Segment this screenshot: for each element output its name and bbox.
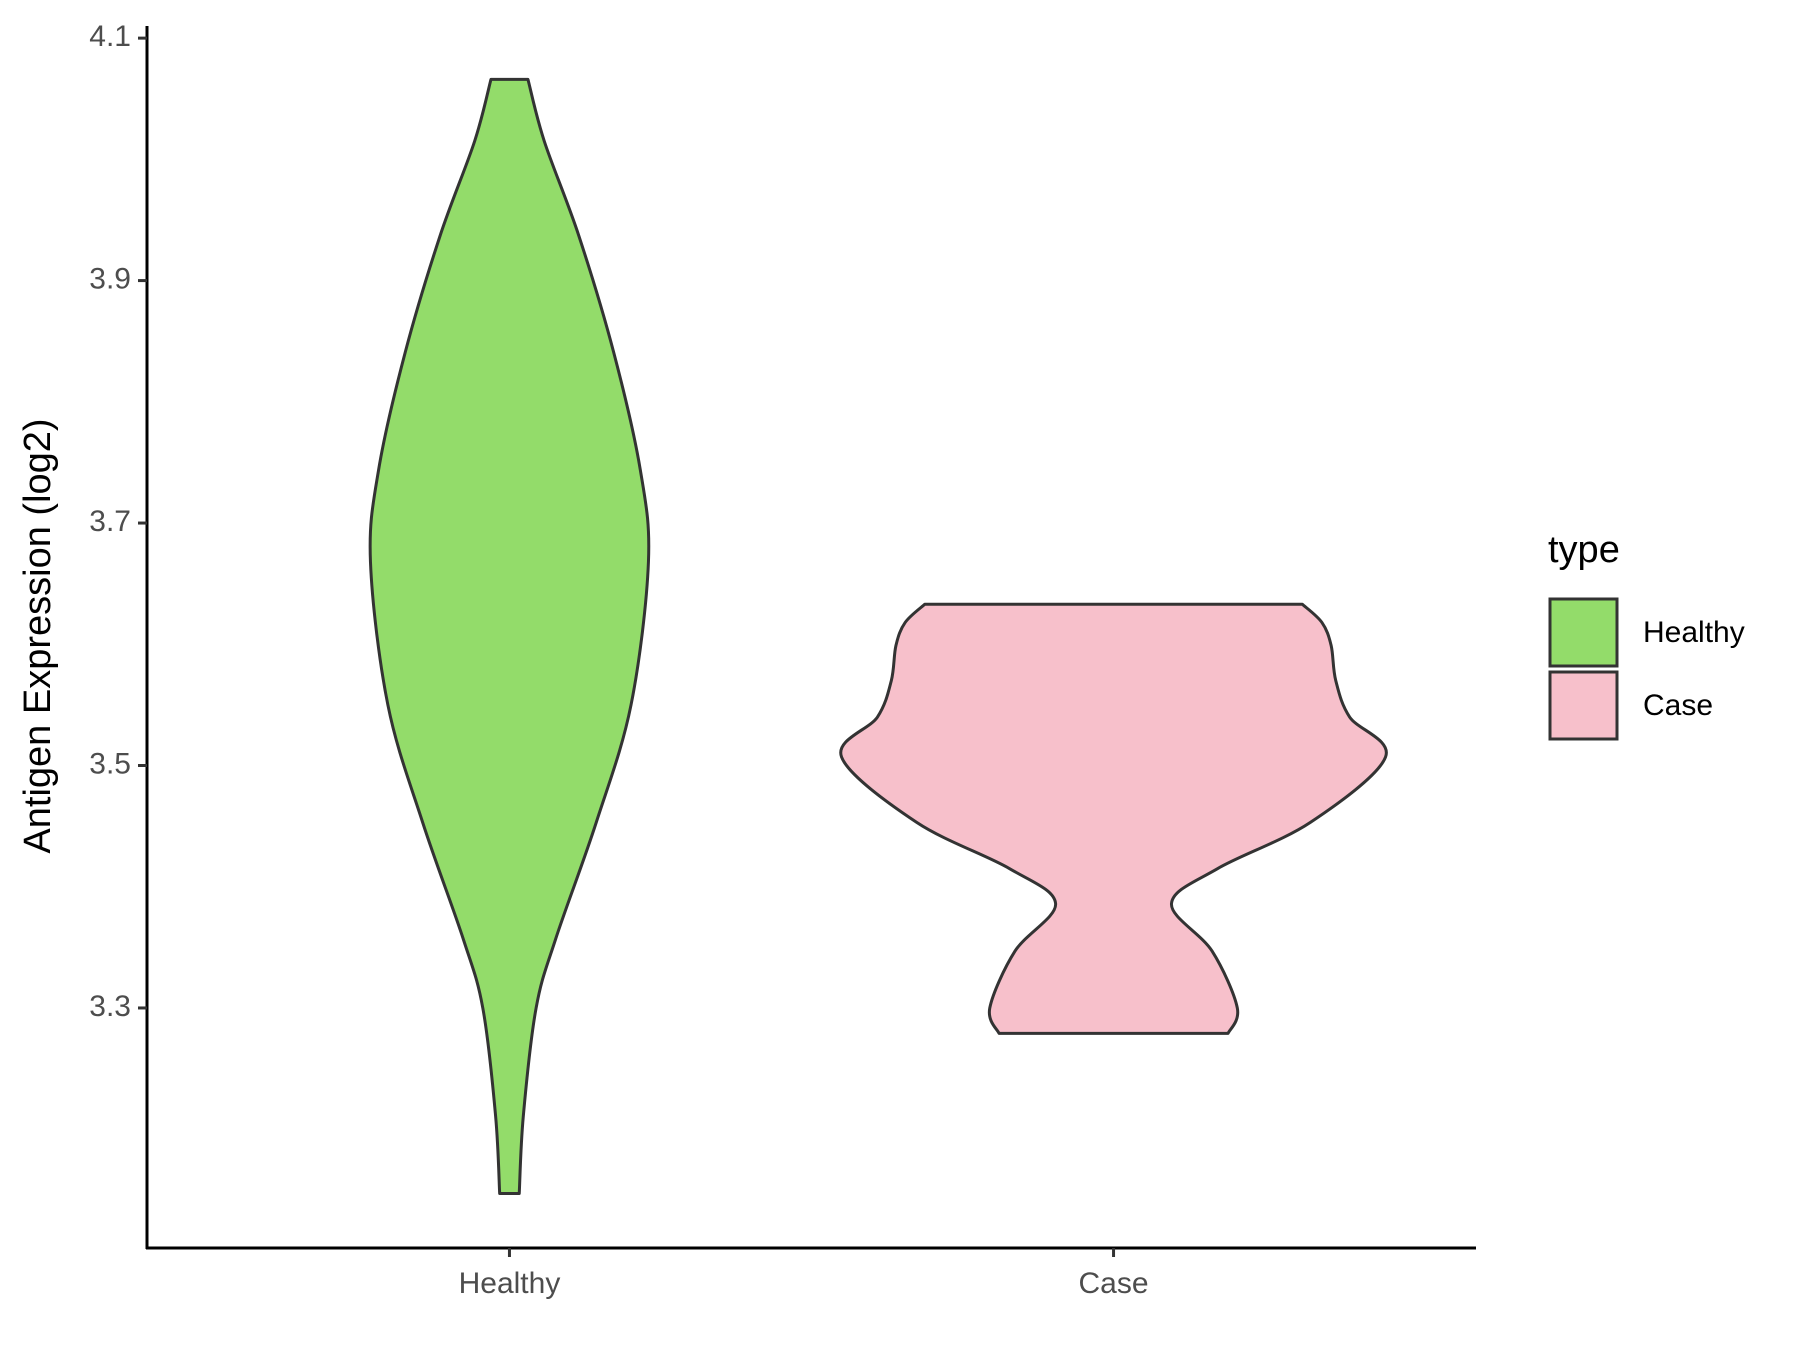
violin xyxy=(368,77,651,1195)
legend-title: type xyxy=(1548,529,1620,571)
y-tick-label: 4.1 xyxy=(89,20,131,53)
y-tick-label: 3.9 xyxy=(89,263,131,296)
y-tick-label: 3.7 xyxy=(89,505,131,538)
legend-label: Case xyxy=(1643,689,1713,722)
y-tick-label: 3.5 xyxy=(89,747,131,780)
legend-key xyxy=(1548,670,1619,741)
y-tick-label: 3.3 xyxy=(89,990,131,1023)
x-tick-label: Healthy xyxy=(459,1267,561,1300)
x-tick-label: Case xyxy=(1079,1267,1149,1300)
legend-label: Healthy xyxy=(1643,616,1745,649)
violin xyxy=(839,602,1388,1035)
y-axis-title: Antigen Expression (log2) xyxy=(17,418,59,853)
legend-key xyxy=(1548,597,1619,668)
